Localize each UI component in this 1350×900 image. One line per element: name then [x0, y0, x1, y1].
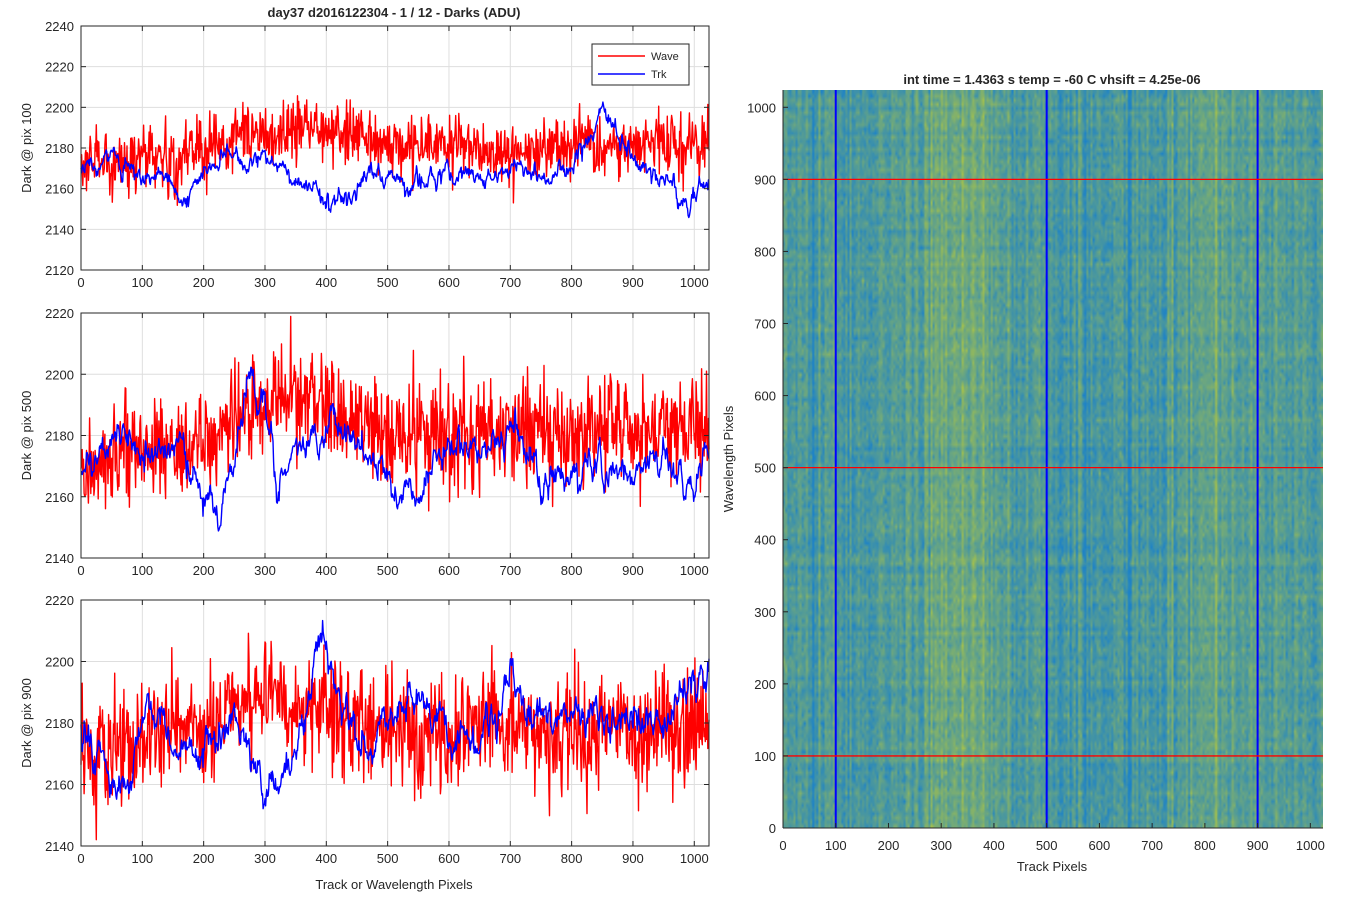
heatmap-x-tick-label: 100 [825, 838, 847, 853]
heatmap-y-tick-label: 0 [769, 821, 776, 836]
heatmap-axes: int time = 1.4363 s temp = -60 C vhsift … [721, 72, 1325, 874]
x-tick-label: 1000 [680, 563, 709, 578]
figure-title: day37 d2016122304 - 1 / 12 - Darks (ADU) [268, 5, 521, 20]
x-tick-label: 900 [622, 275, 644, 290]
x-tick-label: 800 [561, 851, 583, 866]
x-tick-label: 500 [377, 563, 399, 578]
heatmap-y-tick-label: 800 [754, 244, 776, 259]
y-tick-label: 2160 [45, 778, 74, 793]
heatmap-y-tick-label: 1000 [747, 100, 776, 115]
series-trk-line [80, 101, 710, 219]
x-tick-label: 800 [561, 563, 583, 578]
y-axis-label: Dark @ pix 500 [19, 391, 34, 481]
series-wave-line [80, 95, 710, 207]
series-trk-line [80, 619, 710, 810]
heatmap-y-tick-label: 300 [754, 605, 776, 620]
x-tick-label: 300 [254, 851, 276, 866]
y-tick-label: 2180 [45, 716, 74, 731]
x-tick-label: 400 [315, 851, 337, 866]
y-tick-label: 2180 [45, 141, 74, 156]
y-tick-label: 2140 [45, 222, 74, 237]
subplot-pix-100: 0 100 200 300 400 500 600 700 800 900 1000 2120 2140… [19, 19, 710, 290]
heatmap-y-tick-label: 100 [754, 749, 776, 764]
x-tick-label: 400 [315, 275, 337, 290]
x-tick-label: 500 [377, 275, 399, 290]
y-axis-label: Dark @ pix 100 [19, 103, 34, 193]
y-axis-label: Dark @ pix 900 [19, 678, 34, 768]
legend-wave-label: Wave [651, 51, 679, 63]
heatmap-x-tick-label: 900 [1247, 838, 1269, 853]
heatmap-x-tick-label: 800 [1194, 838, 1216, 853]
heatmap-x-tick-label: 0 [779, 838, 786, 853]
series-trk-line [80, 366, 710, 532]
x-tick-label: 700 [499, 275, 521, 290]
y-tick-label: 2220 [45, 60, 74, 75]
x-tick-label: 600 [438, 275, 460, 290]
x-tick-label: 200 [193, 275, 215, 290]
heatmap-y-tick-label: 500 [754, 461, 776, 476]
x-tick-label: 1000 [680, 851, 709, 866]
y-tick-label: 2120 [45, 263, 74, 278]
heatmap-y-axis-label: Wavelength Pixels [721, 405, 736, 512]
x-tick-label: 700 [499, 851, 521, 866]
y-tick-label: 2200 [45, 367, 74, 382]
y-tick-label: 2140 [45, 551, 74, 566]
bottom-x-axis-label: Track or Wavelength Pixels [315, 877, 473, 892]
x-tick-label: 0 [77, 563, 84, 578]
subplot-pix-900: 0 100 200 300 400 500 600 700 800 900 1000 2140 2160… [19, 593, 710, 866]
subplot-pix-500: 0 100 200 300 400 500 600 700 800 900 1000 2140 2160… [19, 306, 710, 578]
x-tick-label: 200 [193, 563, 215, 578]
x-tick-label: 100 [131, 275, 153, 290]
x-tick-label: 0 [77, 275, 84, 290]
heatmap-title: int time = 1.4363 s temp = -60 C vhsift … [903, 72, 1200, 87]
x-tick-label: 900 [622, 851, 644, 866]
heatmap-y-tick-label: 600 [754, 389, 776, 404]
y-tick-label: 2160 [45, 490, 74, 505]
x-tick-label: 500 [377, 851, 399, 866]
x-tick-label: 800 [561, 275, 583, 290]
x-tick-label: 400 [315, 563, 337, 578]
series-wave-line [80, 315, 710, 512]
x-tick-label: 0 [77, 851, 84, 866]
y-tick-label: 2220 [45, 593, 74, 608]
heatmap-x-tick-label: 400 [983, 838, 1005, 853]
x-tick-label: 300 [254, 275, 276, 290]
x-tick-label: 200 [193, 851, 215, 866]
heatmap-y-tick-label: 900 [754, 172, 776, 187]
x-tick-label: 700 [499, 563, 521, 578]
x-tick-label: 900 [622, 563, 644, 578]
heatmap-y-tick-label: 700 [754, 317, 776, 332]
y-tick-label: 2160 [45, 182, 74, 197]
heatmap-x-tick-label: 600 [1089, 838, 1111, 853]
heatmap-x-tick-label: 500 [1036, 838, 1058, 853]
heatmap-y-tick-label: 200 [754, 677, 776, 692]
y-tick-label: 2200 [45, 100, 74, 115]
series-wave-line [80, 632, 710, 841]
heatmap-y-tick-label: 400 [754, 533, 776, 548]
heatmap-x-tick-label: 1000 [1296, 838, 1325, 853]
legend-box [591, 43, 690, 86]
y-tick-label: 2180 [45, 429, 74, 444]
x-tick-label: 600 [438, 563, 460, 578]
y-tick-label: 2220 [45, 306, 74, 321]
y-tick-label: 2140 [45, 839, 74, 854]
heatmap-x-tick-label: 300 [930, 838, 952, 853]
heatmap-x-tick-label: 200 [878, 838, 900, 853]
x-tick-label: 600 [438, 851, 460, 866]
legend: Wave Trk [591, 43, 690, 86]
x-tick-label: 100 [131, 851, 153, 866]
x-tick-label: 100 [131, 563, 153, 578]
legend-trk-label: Trk [651, 69, 667, 81]
y-tick-label: 2200 [45, 655, 74, 670]
heatmap-x-axis-label: Track Pixels [1017, 859, 1088, 874]
x-tick-label: 1000 [680, 275, 709, 290]
y-tick-label: 2240 [45, 19, 74, 34]
heatmap-image [783, 90, 1323, 828]
heatmap-x-tick-label: 700 [1141, 838, 1163, 853]
x-tick-label: 300 [254, 563, 276, 578]
